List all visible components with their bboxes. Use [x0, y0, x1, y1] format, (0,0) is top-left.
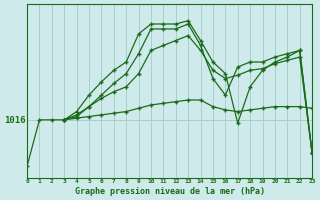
X-axis label: Graphe pression niveau de la mer (hPa): Graphe pression niveau de la mer (hPa)	[75, 187, 265, 196]
